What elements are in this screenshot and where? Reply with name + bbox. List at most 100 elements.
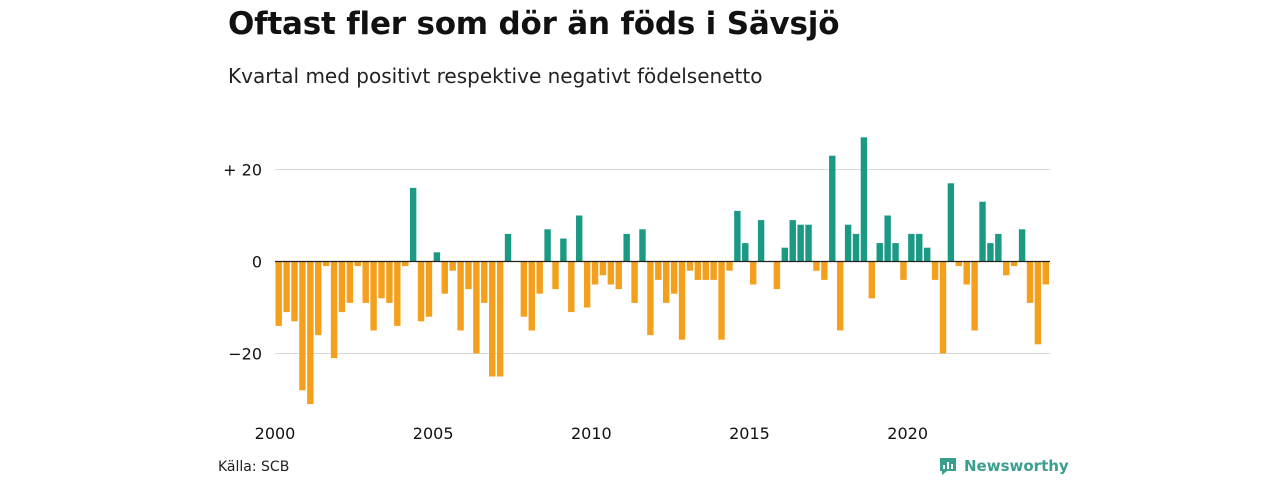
y-tick-label: 0 xyxy=(252,253,262,272)
bar xyxy=(971,261,978,331)
bar xyxy=(836,261,844,331)
bar xyxy=(655,261,662,280)
bar xyxy=(583,261,591,308)
bar xyxy=(876,243,883,262)
bar xyxy=(599,261,607,276)
chart-title: Oftast fler som dör än föds i Sävsjö xyxy=(228,6,840,42)
bar xyxy=(963,261,970,285)
bar xyxy=(623,233,630,262)
bar xyxy=(916,233,923,262)
grid-lines xyxy=(275,169,1050,354)
bar xyxy=(955,261,963,267)
bar xyxy=(291,261,298,322)
bar xyxy=(710,261,717,280)
bar xyxy=(457,261,464,331)
bar xyxy=(433,252,441,262)
brand-name: Newsworthy xyxy=(964,457,1069,475)
axes: + 20 0 −20 2000 2005 2010 2015 2020 xyxy=(223,161,1050,443)
source-note: Källa: SCB xyxy=(218,459,290,475)
bar xyxy=(449,261,456,271)
bar xyxy=(702,261,709,280)
x-tick-label: 2010 xyxy=(571,424,612,443)
bar xyxy=(868,261,876,299)
bar xyxy=(947,183,955,262)
bar xyxy=(338,261,346,313)
x-tick-label: 2005 xyxy=(413,424,454,443)
bar xyxy=(576,215,583,262)
bar xyxy=(749,261,757,285)
bar xyxy=(931,261,939,280)
bar xyxy=(473,261,480,354)
bar xyxy=(923,247,931,262)
x-tick-label: 2015 xyxy=(729,424,770,443)
bar xyxy=(394,261,401,326)
bar xyxy=(789,220,796,262)
bar xyxy=(631,261,638,303)
bar xyxy=(544,229,551,262)
bar xyxy=(378,261,385,299)
bar xyxy=(726,261,733,271)
bar xyxy=(734,210,741,262)
bar xyxy=(678,261,686,340)
bars xyxy=(275,137,1049,405)
bar xyxy=(805,224,812,262)
bar xyxy=(892,243,899,262)
bar xyxy=(536,261,543,294)
bar xyxy=(742,243,749,262)
bar xyxy=(425,261,433,317)
bar xyxy=(718,261,725,340)
newsworthy-logo-icon xyxy=(940,458,956,475)
bar xyxy=(694,261,702,280)
bar xyxy=(417,261,425,322)
y-tick-label: −20 xyxy=(228,345,262,364)
bar xyxy=(560,238,567,262)
bar xyxy=(330,261,338,359)
bar xyxy=(568,261,575,313)
bar xyxy=(844,224,852,262)
bar xyxy=(852,233,860,262)
bar xyxy=(283,261,290,313)
bar xyxy=(670,261,678,294)
bar xyxy=(995,233,1002,262)
bar xyxy=(591,261,599,285)
y-tick-label: + 20 xyxy=(223,161,262,180)
bar xyxy=(860,137,868,262)
bar xyxy=(1042,261,1049,285)
bar xyxy=(496,261,504,377)
bar xyxy=(773,261,781,290)
bar xyxy=(639,229,646,262)
x-tick-label: 2000 xyxy=(255,424,296,443)
bar xyxy=(465,261,472,290)
bar xyxy=(821,261,828,280)
bar xyxy=(402,261,409,267)
bar xyxy=(299,261,306,391)
bar xyxy=(481,261,488,303)
bar xyxy=(900,261,907,280)
bar xyxy=(647,261,654,336)
bar xyxy=(370,261,377,331)
bar xyxy=(884,215,891,262)
bar xyxy=(829,155,836,262)
bar xyxy=(939,261,947,354)
bar xyxy=(346,261,354,303)
bar xyxy=(275,261,282,326)
bar xyxy=(354,261,361,267)
x-tick-label: 2020 xyxy=(887,424,928,443)
bar xyxy=(1010,261,1018,267)
bar xyxy=(1018,229,1026,262)
bar xyxy=(307,261,314,405)
bar xyxy=(489,261,496,377)
bar xyxy=(386,261,393,303)
bar xyxy=(362,261,369,303)
bar xyxy=(987,243,994,262)
chart-subtitle: Kvartal med positivt respektive negativt… xyxy=(228,64,763,88)
bar xyxy=(615,261,622,290)
bar xyxy=(908,233,915,262)
bar xyxy=(322,261,330,267)
bar xyxy=(797,224,804,262)
bar xyxy=(813,261,820,271)
bar xyxy=(1034,261,1042,345)
bar xyxy=(757,220,765,262)
bar xyxy=(686,261,694,271)
